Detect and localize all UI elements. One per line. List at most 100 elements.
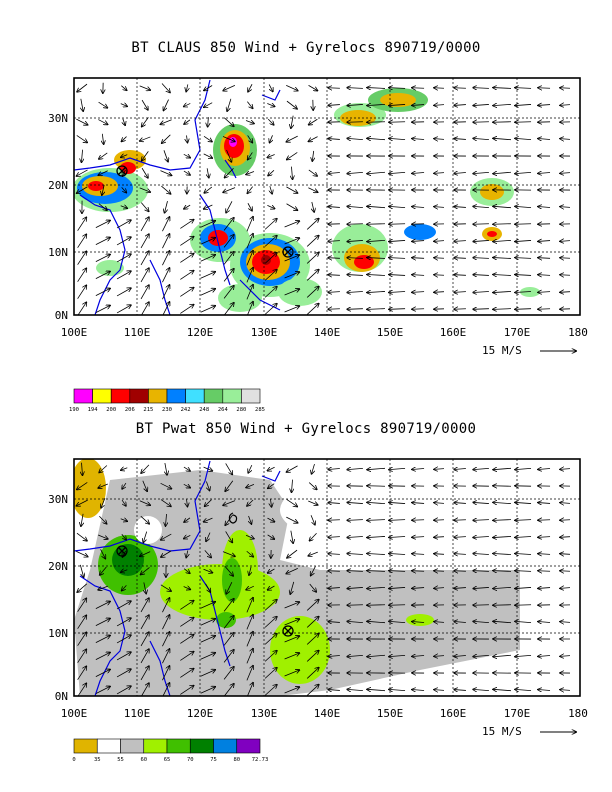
wind-vector <box>162 615 169 630</box>
wind-vector <box>312 201 314 212</box>
wind-vector <box>270 186 272 194</box>
bottom-lat-label: 30N <box>48 493 68 506</box>
wind-vector <box>367 258 386 259</box>
wind-vector <box>328 241 340 242</box>
bottom-map-panel: 30N 20N 10N 0N 100E 110E 120E 130E 140E … <box>48 458 588 763</box>
wind-vector <box>204 517 213 522</box>
top-lon-label: 110E <box>124 326 151 339</box>
wind-vector <box>493 104 512 105</box>
wind-vector <box>473 104 489 105</box>
bottom-lon-label: 150E <box>377 707 404 720</box>
wind-vector <box>76 135 87 142</box>
wind-vector <box>140 666 149 681</box>
wind-vector <box>347 621 363 622</box>
wind-vector <box>204 550 211 557</box>
wind-vector <box>165 201 168 213</box>
wind-vector <box>560 622 571 623</box>
wind-vector <box>538 469 551 470</box>
wind-vector <box>99 515 106 524</box>
wind-vector <box>473 621 489 622</box>
wind-vector <box>412 105 425 106</box>
bottom-storm-symbol <box>228 512 238 524</box>
wind-vector <box>141 567 150 574</box>
wind-vector <box>81 513 83 526</box>
wind-vector <box>180 220 193 229</box>
bottom-lon-label: 170E <box>504 707 531 720</box>
wind-vector <box>493 571 512 572</box>
wind-vector <box>454 622 466 623</box>
wind-vector <box>222 136 235 141</box>
wind-vector <box>454 537 466 538</box>
wind-vector <box>367 224 386 225</box>
wind-vector <box>560 139 571 140</box>
wind-vector <box>287 549 298 558</box>
wind-vector <box>538 88 551 89</box>
wind-vector <box>538 571 551 572</box>
wind-vector <box>140 649 149 664</box>
wind-vector <box>493 468 512 469</box>
wind-vector <box>223 303 234 315</box>
wind-vector <box>454 173 466 174</box>
legend-label: 285 <box>255 407 265 413</box>
wind-vector <box>493 258 512 259</box>
wind-vector <box>347 468 363 469</box>
wind-vector <box>222 551 235 557</box>
wind-vector <box>162 285 169 300</box>
wind-vector <box>227 98 232 111</box>
wind-vector <box>328 571 340 572</box>
wind-vector <box>347 554 363 555</box>
wind-vector <box>200 255 216 262</box>
wind-vector <box>200 602 216 609</box>
bottom-vector-scale-label: 15 M/S <box>482 725 522 738</box>
wind-vector <box>286 84 298 90</box>
wind-vector <box>347 172 363 173</box>
wind-vector <box>226 201 233 212</box>
wind-vector <box>412 554 425 555</box>
wind-vector <box>247 135 253 142</box>
wind-vector <box>473 309 489 310</box>
wind-vector <box>515 502 532 503</box>
wind-vector <box>95 254 110 262</box>
wind-vector <box>162 134 171 143</box>
wind-vector <box>264 270 277 281</box>
wind-vector <box>268 568 275 573</box>
wind-vector <box>290 581 295 594</box>
bottom-wind-vectors <box>76 462 571 696</box>
wind-vector <box>308 482 317 490</box>
wind-vector <box>203 568 213 573</box>
wind-vector <box>515 104 532 105</box>
wind-vector <box>77 268 87 282</box>
wind-vector <box>515 138 532 139</box>
wind-vector <box>183 466 190 471</box>
wind-vector <box>412 275 425 276</box>
wind-vector <box>309 583 317 592</box>
wind-vector <box>515 275 532 276</box>
wind-vector <box>493 138 512 139</box>
wind-vector <box>328 207 340 208</box>
wind-vector <box>367 138 386 139</box>
wind-vector <box>306 617 319 628</box>
wind-vector <box>200 238 216 245</box>
wind-vector <box>312 463 315 474</box>
wind-vector <box>95 271 110 279</box>
wind-vector <box>308 551 318 556</box>
wind-vector <box>454 554 466 555</box>
legend-label: 75 <box>210 757 217 763</box>
wind-vector <box>412 292 425 293</box>
wind-vector <box>473 138 489 139</box>
wind-vector <box>306 634 319 645</box>
wind-vector <box>367 88 386 89</box>
wind-vector <box>389 554 406 555</box>
wind-vector <box>116 305 131 314</box>
wind-vector <box>389 104 406 105</box>
wind-vector <box>284 653 300 660</box>
wind-vector <box>538 275 551 276</box>
wind-vector <box>493 655 512 656</box>
legend-label: 242 <box>181 407 191 413</box>
wind-vector <box>77 598 87 612</box>
wind-vector <box>180 686 193 695</box>
wind-vector <box>161 185 170 194</box>
wind-vector <box>95 686 110 694</box>
wind-vector <box>538 173 551 174</box>
legend-label: 280 <box>236 407 246 413</box>
